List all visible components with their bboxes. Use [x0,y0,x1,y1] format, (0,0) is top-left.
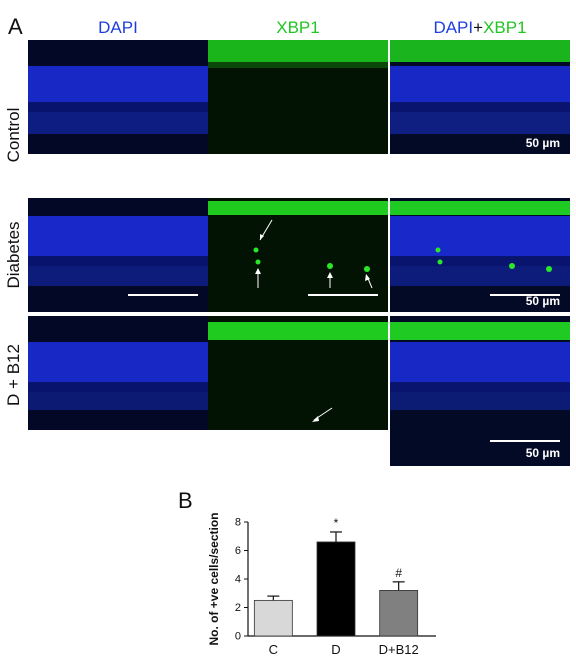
scale-bar-d-b12-merge [490,440,560,442]
scale-bar-diabetes-merge [490,294,560,296]
significance-marker: # [395,566,402,580]
x-tick-label: D+B12 [379,642,419,657]
panel-a-label: A [8,14,23,39]
scale-bar-diabetes-dapi [128,294,198,296]
y-tick-label: 8 [235,517,241,529]
significance-marker: * [334,516,339,530]
bar [253,599,293,637]
merge-title-plus: + [473,18,484,37]
merge-title-dapi: DAPI [433,18,474,37]
scale-bar-label-d-b12: 50 µm [525,446,560,460]
scale-bar-label-diabetes: 50 µm [525,294,560,308]
micrograph-d-b12-merge: 50 µm [390,316,570,466]
y-tick-label: 0 [235,631,241,643]
bar-chart: 0 2 4 6 8 No. of +ve cells/section C * D # D+B12 [207,512,436,657]
micrograph-diabetes-merge: 50 µm [390,198,570,312]
x-tick-label: D [331,642,340,657]
column-title-merge: DAPI+XBP1 [390,18,570,38]
bar [379,590,419,637]
bar [316,541,356,637]
micrograph-control-xbp1 [208,40,388,154]
micrograph-d-b12-dapi [28,316,208,430]
column-title-dapi: DAPI [98,18,138,37]
y-tick-label: 4 [235,574,241,586]
micrograph-diabetes-dapi [28,198,208,312]
scale-bar-label-control: 50 µm [525,136,560,150]
y-axis-label: No. of +ve cells/section [207,512,221,645]
micrograph-diabetes-xbp1 [208,198,388,312]
micrograph-control-dapi [28,40,208,154]
column-title-xbp1: XBP1 [276,18,320,37]
y-tick-label: 6 [235,545,241,557]
x-tick-label: C [269,642,278,657]
merge-title-xbp1: XBP1 [483,18,527,37]
micrograph-d-b12-xbp1 [208,316,388,430]
row-label-control: Control [4,107,23,163]
y-tick-label: 2 [235,602,241,614]
micrograph-control-merge: 50 µm [390,40,570,154]
row-label-diabetes: Diabetes [4,221,23,289]
row-label-d-b12: D + B12 [4,344,23,406]
panel-b-label: B [178,488,193,513]
scale-bar-diabetes-xbp1 [308,294,378,296]
